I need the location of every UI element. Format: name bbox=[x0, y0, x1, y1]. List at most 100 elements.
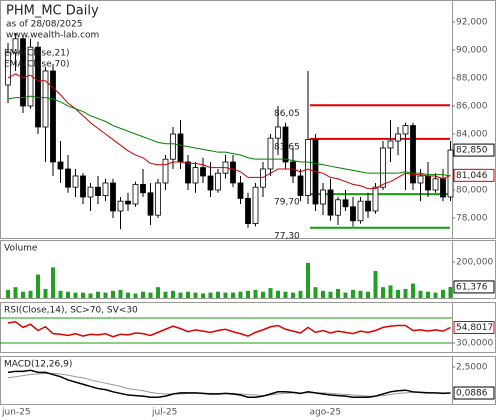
candle-body bbox=[95, 186, 101, 196]
ema-line bbox=[7, 73, 451, 190]
candle-body bbox=[282, 126, 289, 163]
volume-bar bbox=[373, 270, 378, 298]
volume-bar bbox=[21, 291, 25, 298]
volume-bar bbox=[321, 290, 325, 298]
y-tick-label: 30,0000 bbox=[456, 339, 493, 349]
candle-body bbox=[267, 137, 274, 170]
candle-body bbox=[387, 140, 394, 149]
volume-bar bbox=[88, 293, 93, 298]
candle-body bbox=[335, 199, 341, 216]
volume-bar bbox=[216, 291, 220, 298]
candle-body bbox=[12, 38, 19, 54]
candle-body bbox=[110, 182, 116, 212]
volume-bar bbox=[313, 287, 318, 298]
volume-bar bbox=[126, 292, 130, 298]
pane-title: MACD(12,26,9) bbox=[4, 360, 72, 370]
candle-body bbox=[372, 186, 379, 212]
volume-bar bbox=[238, 291, 243, 298]
volume-bar bbox=[36, 274, 40, 298]
volume-bar bbox=[253, 289, 258, 298]
candle-body bbox=[80, 175, 86, 198]
volume-bar bbox=[448, 286, 453, 298]
last-value-label: 61,376 bbox=[456, 282, 488, 292]
indicator-line bbox=[7, 369, 451, 398]
volume-bar bbox=[403, 288, 408, 298]
y-tick-label: 86,000 bbox=[456, 101, 488, 111]
volume-bar bbox=[351, 289, 355, 298]
volume-bar bbox=[28, 290, 33, 298]
volume-bar bbox=[73, 292, 78, 298]
last-value-box bbox=[453, 320, 495, 334]
volume-bar bbox=[366, 291, 370, 298]
y-tick-label: 90,000 bbox=[456, 45, 488, 55]
legend-entry: EMA(Close,21) bbox=[4, 49, 69, 59]
volume-bar bbox=[6, 289, 10, 298]
candle-body bbox=[410, 125, 416, 184]
volume-bar bbox=[388, 285, 393, 298]
volume-bar bbox=[148, 292, 153, 298]
volume-bar bbox=[268, 288, 273, 298]
candle-body bbox=[395, 133, 401, 142]
candle-body bbox=[417, 175, 424, 184]
candle-body bbox=[275, 126, 281, 139]
pane-title: RSI(Close,14), SC>70, SV<30 bbox=[4, 306, 138, 316]
candle-body bbox=[42, 70, 49, 128]
last-value-box bbox=[453, 143, 495, 157]
last-value-label: 81,046 bbox=[456, 171, 488, 181]
candle-body bbox=[305, 139, 311, 196]
candle-body bbox=[170, 133, 176, 160]
legend-entry: EMA(Close,70) bbox=[4, 60, 69, 70]
x-tick-label: ago-25 bbox=[310, 408, 342, 418]
volume-bar bbox=[141, 291, 145, 298]
candle-body bbox=[230, 161, 236, 184]
candle-body bbox=[117, 200, 124, 212]
candle-body bbox=[297, 175, 304, 196]
candle-body bbox=[432, 178, 439, 191]
candle-body bbox=[132, 183, 139, 205]
last-value-label: 54,8017 bbox=[456, 323, 493, 333]
y-tick-label: 2,5000 bbox=[456, 363, 488, 373]
volume-bar bbox=[208, 292, 213, 298]
volume-bar bbox=[276, 290, 280, 298]
volume-bar bbox=[343, 292, 348, 298]
candle-body bbox=[365, 200, 371, 212]
volume-bar bbox=[51, 267, 55, 298]
volume-bar bbox=[381, 287, 385, 298]
ema-line bbox=[7, 95, 451, 177]
candle-body bbox=[102, 182, 109, 196]
volume-bar bbox=[96, 291, 100, 298]
candle-body bbox=[447, 149, 454, 198]
volume-bar bbox=[298, 290, 303, 298]
candle-body bbox=[125, 200, 131, 205]
y-tick-label: 88,000 bbox=[456, 73, 488, 83]
candle-body bbox=[342, 199, 349, 208]
x-tick-label: jun-25 bbox=[1, 408, 31, 418]
candle-body bbox=[357, 200, 364, 222]
candle-body bbox=[252, 186, 259, 224]
volume-bar bbox=[328, 291, 333, 298]
volume-bar bbox=[133, 293, 138, 298]
y-tick-label: 80,000 bbox=[456, 185, 488, 195]
candle-body bbox=[72, 175, 79, 188]
level-label: 77,30 bbox=[274, 231, 300, 241]
candle-body bbox=[215, 172, 221, 191]
volume-bar bbox=[186, 291, 190, 298]
volume-bar bbox=[433, 292, 438, 298]
volume-bar bbox=[103, 292, 108, 298]
volume-bar bbox=[261, 291, 265, 298]
source: www.wealth-lab.com bbox=[6, 31, 99, 41]
last-value-box bbox=[453, 386, 495, 400]
volume-bar bbox=[418, 290, 423, 298]
level-label: 86,05 bbox=[274, 109, 300, 119]
candle-body bbox=[50, 70, 56, 163]
y-tick-label: 84,000 bbox=[456, 129, 488, 139]
candle-body bbox=[200, 167, 206, 177]
pane-title: Volume bbox=[4, 244, 38, 254]
candle-body bbox=[380, 147, 386, 188]
y-tick-label: 78,000 bbox=[456, 213, 488, 223]
candle-body bbox=[207, 175, 214, 191]
volume-bar bbox=[411, 283, 415, 298]
volume-bar bbox=[43, 288, 48, 298]
last-value-label: 0,0886 bbox=[456, 389, 488, 399]
volume-bar bbox=[441, 289, 445, 298]
